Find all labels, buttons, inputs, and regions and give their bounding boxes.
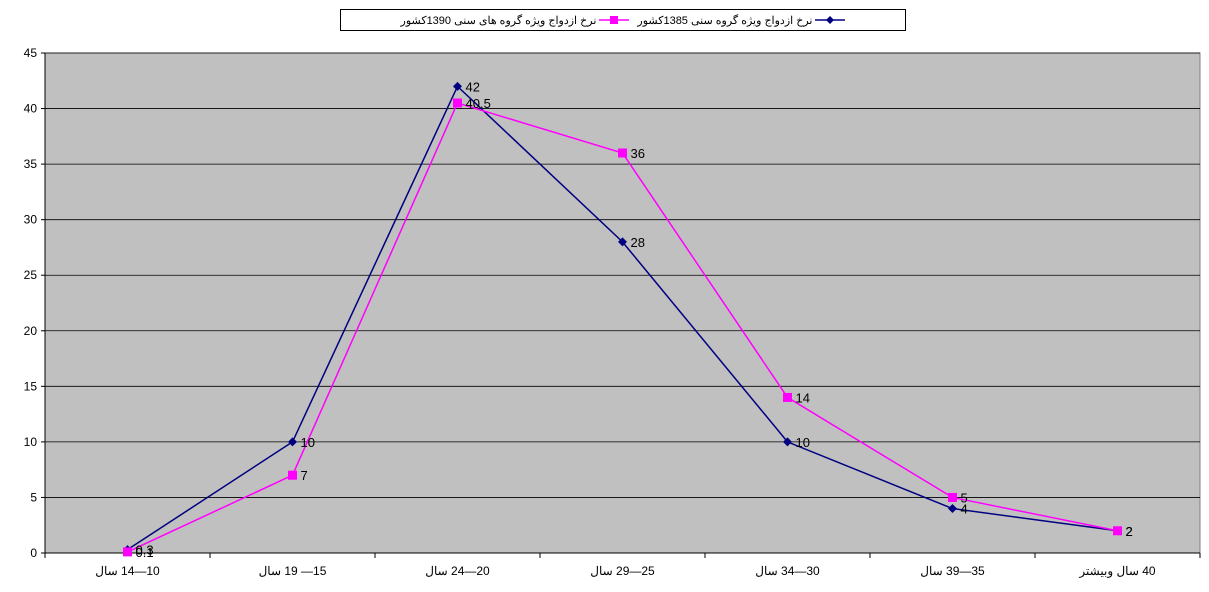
- y-tick-label-5: 25: [24, 268, 38, 282]
- series-1-point-4: [783, 437, 792, 447]
- series-2-point-3: [618, 148, 627, 158]
- series-2-data-label-2: 40.5: [466, 96, 491, 111]
- series-1-point-5: [948, 504, 957, 514]
- series-1-point-1: [288, 437, 297, 447]
- legend-label-series-1: نرخ ازدواج ویژه گروه سنی 1385کشور: [637, 14, 813, 27]
- series-1-data-label-3: 28: [631, 235, 645, 250]
- y-tick-label-4: 20: [24, 324, 38, 338]
- y-tick-label-6: 30: [24, 213, 38, 227]
- series-1-data-label-6: 2: [1126, 524, 1133, 539]
- series-1-data-label-2: 42: [466, 79, 480, 94]
- series-2-point-5: [948, 492, 957, 502]
- y-tick-label-7: 35: [24, 157, 38, 171]
- y-tick-label-0: 0: [30, 546, 37, 560]
- y-tick-label-9: 45: [24, 46, 38, 60]
- x-tick-label-6: 40 سال وبیشتر: [1078, 564, 1155, 578]
- series-2-data-label-1: 7: [301, 468, 308, 483]
- series-1-point-3: [618, 237, 627, 247]
- series-1-data-label-0: 0.3: [136, 543, 154, 558]
- x-tick-label-3: 25—29 سال: [590, 564, 655, 578]
- legend-entry-series-1: نرخ ازدواج ویژه گروه سنی 1385کشور: [637, 14, 846, 27]
- x-tick-label-5: 35—39 سال: [920, 564, 985, 578]
- legend-label-series-2: نرخ ازدواج ویژه گروه های سنی 1390کشور: [400, 14, 597, 27]
- y-tick-label-1: 5: [30, 490, 37, 504]
- series-2-point-4: [783, 392, 792, 402]
- legend-marker-series-1: [815, 16, 846, 24]
- series-2-data-label-6: 2: [1126, 524, 1133, 539]
- legend-entry-series-2: نرخ ازدواج ویژه گروه های سنی 1390کشور: [401, 14, 630, 27]
- x-tick-label-0: 10—14 سال: [95, 564, 160, 578]
- series-1-data-label-4: 10: [796, 435, 810, 450]
- y-tick-label-2: 10: [24, 435, 38, 449]
- y-tick-label-3: 15: [24, 379, 38, 393]
- series-1-data-label-1: 10: [301, 435, 315, 450]
- legend: نرخ ازدواج ویژه گروه سنی 1385کشور نرخ از…: [340, 9, 906, 31]
- x-tick-label-4: 30—34 سال: [755, 564, 820, 578]
- series-1-data-label-5: 4: [961, 502, 968, 517]
- y-tick-label-8: 40: [24, 102, 38, 116]
- series-2-point-1: [288, 470, 297, 480]
- series-2-data-label-0: 0.1: [136, 545, 154, 560]
- series-2-point-2: [453, 98, 462, 108]
- series-2-data-label-5: 5: [961, 490, 968, 505]
- x-tick-label-2: 20—24 سال: [425, 564, 490, 578]
- series-2-data-label-4: 14: [796, 390, 810, 405]
- series-2-point-6: [1113, 526, 1122, 536]
- x-tick-label-1: 15— 19 سال: [259, 564, 327, 578]
- plot-area: [44, 52, 1201, 554]
- series-2-data-label-3: 36: [631, 146, 645, 161]
- series-2-point-0: [123, 547, 132, 557]
- legend-marker-series-2: [599, 16, 630, 24]
- series-1-point-2: [453, 81, 462, 91]
